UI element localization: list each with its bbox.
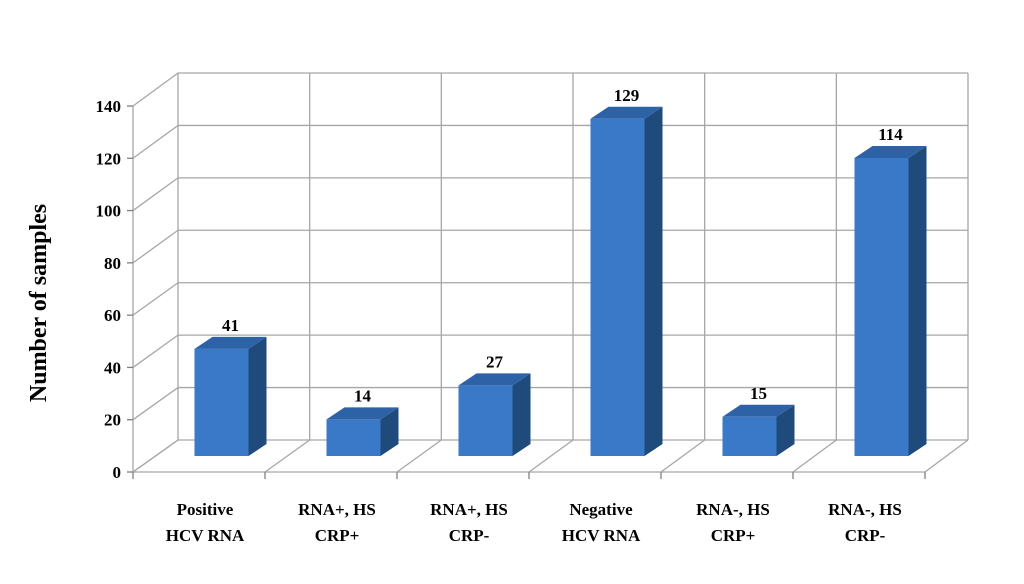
bar-top xyxy=(326,407,399,420)
floor-line xyxy=(396,439,442,473)
gridline xyxy=(132,177,968,212)
y-axis-label: Number of samples xyxy=(26,204,52,402)
category-label: HCV RNA xyxy=(166,526,245,545)
y-tick-label: 140 xyxy=(96,97,122,116)
data-labels: 41 14 27 129 15 114 xyxy=(222,86,903,406)
bar-side xyxy=(512,373,531,456)
category-label: Negative xyxy=(569,500,633,519)
bar-side xyxy=(644,106,663,456)
y-tick-label: 60 xyxy=(104,306,121,325)
bar xyxy=(854,145,927,456)
data-label: 15 xyxy=(750,384,767,403)
bar xyxy=(590,106,663,456)
category-label: CRP+ xyxy=(711,526,756,545)
data-label: 14 xyxy=(354,386,372,405)
y-tick-label: 120 xyxy=(96,149,122,168)
data-label: 114 xyxy=(878,125,903,144)
bar-top xyxy=(722,404,795,417)
y-tick-label: 0 xyxy=(113,463,122,482)
y-tick-label: 20 xyxy=(104,411,121,430)
y-tick-label: 80 xyxy=(104,254,121,273)
category-label: Positive xyxy=(177,500,234,519)
category-label: RNA-, HS xyxy=(696,500,770,519)
bar-front xyxy=(194,348,249,456)
y-tick-label: 100 xyxy=(96,202,122,221)
bar-front xyxy=(326,419,381,456)
category-label: RNA+, HS xyxy=(430,500,508,519)
category-label: RNA-, HS xyxy=(828,500,902,519)
y-axis-ticks: 0 20 40 60 80 100 120 140 xyxy=(96,97,133,482)
bar-top xyxy=(854,145,927,158)
bar-top xyxy=(458,373,531,386)
y-tick-label: 40 xyxy=(104,358,121,377)
data-label: 27 xyxy=(486,352,504,371)
category-label: HCV RNA xyxy=(562,526,641,545)
floor-line xyxy=(792,439,837,473)
bar-front xyxy=(458,385,513,456)
category-label: CRP- xyxy=(845,526,886,545)
gridline xyxy=(132,124,968,159)
bar-front xyxy=(590,118,645,456)
floor-line xyxy=(528,439,574,473)
bar xyxy=(194,336,267,456)
bar-top xyxy=(590,106,663,119)
data-label: 129 xyxy=(614,86,640,105)
category-label: RNA+, HS xyxy=(298,500,376,519)
gridline xyxy=(132,72,968,107)
chart-grid xyxy=(132,72,969,479)
data-label: 41 xyxy=(222,316,239,335)
bar-front xyxy=(854,157,909,456)
floor-line xyxy=(924,439,969,473)
bar-front xyxy=(722,416,777,456)
gridline xyxy=(132,229,968,264)
category-label: CRP- xyxy=(449,526,490,545)
bar-side xyxy=(776,404,795,456)
bar-side xyxy=(380,407,399,456)
category-label: CRP+ xyxy=(315,526,360,545)
bar-side xyxy=(908,145,927,456)
bar-top xyxy=(194,336,267,349)
floor-line xyxy=(264,439,311,473)
gridline xyxy=(132,282,968,316)
bar xyxy=(722,404,795,456)
bar xyxy=(458,373,531,456)
bars xyxy=(194,106,927,456)
x-axis-categories: Positive HCV RNA RNA+, HS CRP+ RNA+, HS CRP- N… xyxy=(166,500,902,545)
bar-side xyxy=(248,336,267,456)
floor-line xyxy=(660,439,706,473)
floor-line xyxy=(132,439,179,473)
bar xyxy=(326,407,399,456)
